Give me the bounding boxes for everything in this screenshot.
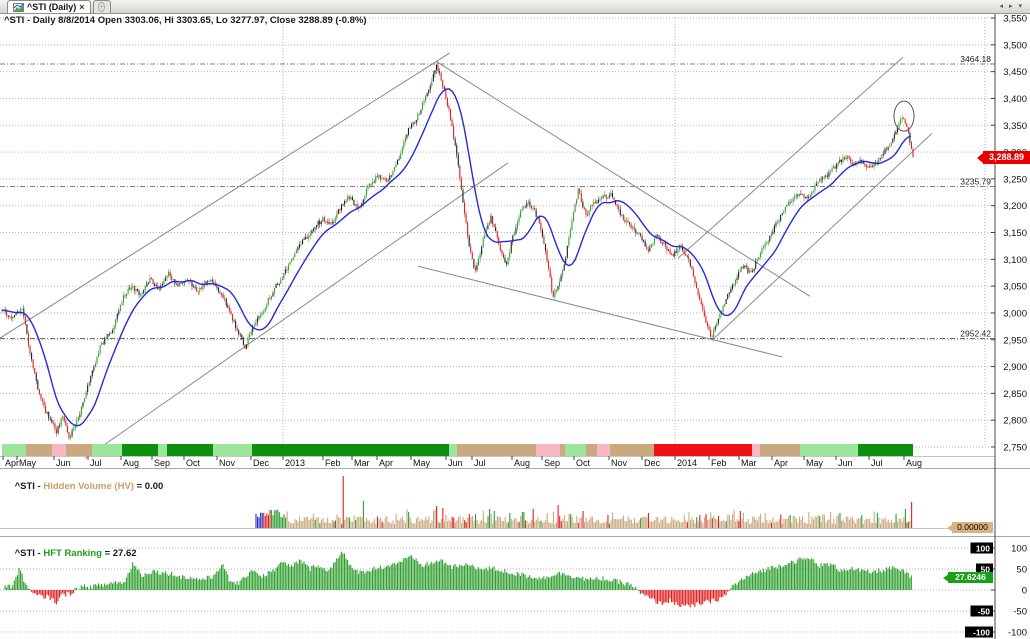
tab-list-icon[interactable]: ▾ bbox=[1018, 3, 1022, 10]
svg-text:Mar: Mar bbox=[354, 458, 370, 468]
hft-indicator-name: HFT Ranking bbox=[43, 548, 102, 559]
svg-text:2,950: 2,950 bbox=[1003, 335, 1027, 346]
svg-text:Jul: Jul bbox=[474, 458, 486, 468]
svg-text:Nov: Nov bbox=[611, 458, 628, 468]
svg-text:2014: 2014 bbox=[677, 458, 697, 468]
svg-text:Dec: Dec bbox=[253, 458, 270, 468]
volume-indicator-name: Hidden Volume (HV) bbox=[43, 481, 134, 492]
svg-text:May: May bbox=[19, 458, 37, 468]
volume-indicator-value: = 0.00 bbox=[133, 481, 164, 492]
svg-text:-50: -50 bbox=[1013, 607, 1027, 618]
volume-value-tag: 0.00000 bbox=[952, 522, 993, 533]
trend-lines bbox=[0, 52, 933, 459]
svg-text:Nov: Nov bbox=[219, 458, 236, 468]
svg-text:Apr: Apr bbox=[5, 458, 19, 468]
volume-panel-title: ^STI - Hidden Volume (HV) = 0.00 bbox=[4, 470, 164, 503]
svg-text:3,350: 3,350 bbox=[1003, 121, 1027, 132]
svg-text:Jul: Jul bbox=[90, 458, 102, 468]
tab-nav-controls: ◂ ▸ ▾ bbox=[999, 3, 1022, 10]
svg-text:Aug: Aug bbox=[906, 458, 922, 468]
svg-text:Feb: Feb bbox=[711, 458, 727, 468]
svg-text:3,050: 3,050 bbox=[1003, 282, 1027, 293]
phase-ribbon bbox=[2, 444, 913, 456]
svg-text:3235.79: 3235.79 bbox=[960, 176, 991, 186]
svg-text:3,000: 3,000 bbox=[1003, 308, 1027, 319]
svg-text:3,250: 3,250 bbox=[1003, 174, 1027, 185]
svg-text:Jun: Jun bbox=[56, 458, 71, 468]
hft-bars bbox=[4, 551, 912, 608]
svg-text:Jun: Jun bbox=[838, 458, 853, 468]
svg-text:50: 50 bbox=[1016, 565, 1027, 576]
svg-text:-50: -50 bbox=[978, 607, 991, 617]
svg-text:3,400: 3,400 bbox=[1003, 94, 1027, 105]
svg-text:Apr: Apr bbox=[379, 458, 393, 468]
svg-text:50: 50 bbox=[981, 565, 991, 575]
svg-text:3,150: 3,150 bbox=[1003, 228, 1027, 239]
svg-text:3,550: 3,550 bbox=[1003, 14, 1027, 25]
svg-text:Jul: Jul bbox=[871, 458, 883, 468]
moving-average-line bbox=[1, 88, 912, 427]
candlesticks bbox=[1, 61, 914, 441]
ellipse-annotation bbox=[893, 100, 915, 132]
hft-value-tag: 27.6246 bbox=[948, 572, 993, 583]
svg-text:Feb: Feb bbox=[325, 458, 341, 468]
tab-sti-daily[interactable]: ^STI (Daily) × bbox=[7, 0, 91, 13]
svg-text:-100: -100 bbox=[1008, 628, 1027, 639]
new-tab-button[interactable]: + bbox=[92, 0, 111, 13]
hft-gridlines: 100 50 0 -50 -100 100 50 -50 -100 bbox=[0, 542, 1027, 639]
svg-text:0: 0 bbox=[1022, 586, 1027, 597]
tab-scroll-left-icon[interactable]: ◂ bbox=[999, 3, 1003, 10]
price-level-lines: 3464.18 3235.79 2952.42 bbox=[0, 54, 995, 339]
tab-scroll-right-icon[interactable]: ▸ bbox=[1008, 3, 1013, 10]
svg-text:2,900: 2,900 bbox=[1003, 362, 1027, 373]
svg-text:Sep: Sep bbox=[154, 458, 170, 468]
svg-text:3,100: 3,100 bbox=[1003, 255, 1027, 266]
month-axis: Apr May Jun Jul Aug Sep Oct Nov Dec 2013 Feb Mar Apr… bbox=[0, 456, 995, 468]
hft-title-symbol: ^STI - bbox=[14, 548, 44, 559]
tab-label: ^STI (Daily) bbox=[27, 1, 77, 12]
svg-text:Mar: Mar bbox=[741, 458, 757, 468]
tab-bar: ^STI (Daily) × + ◂ ▸ ▾ bbox=[0, 0, 1030, 14]
svg-text:May: May bbox=[806, 458, 824, 468]
svg-text:3,500: 3,500 bbox=[1003, 40, 1027, 51]
svg-text:3,450: 3,450 bbox=[1003, 67, 1027, 78]
tab-close-icon[interactable]: × bbox=[79, 1, 85, 12]
add-tab-icon: + bbox=[98, 2, 105, 12]
volume-title-symbol: ^STI - bbox=[14, 481, 44, 492]
volume-bars bbox=[0, 476, 995, 529]
svg-text:Sep: Sep bbox=[544, 458, 560, 468]
svg-text:Aug: Aug bbox=[123, 458, 139, 468]
svg-text:2013: 2013 bbox=[285, 458, 305, 468]
price-panel-title: ^STI - Daily 8/8/2014 Open 3303.06, Hi 3… bbox=[4, 15, 367, 26]
svg-text:100: 100 bbox=[976, 544, 990, 554]
svg-text:3464.18: 3464.18 bbox=[960, 54, 991, 64]
svg-text:2,850: 2,850 bbox=[1003, 389, 1027, 400]
svg-text:Aug: Aug bbox=[514, 458, 530, 468]
svg-text:May: May bbox=[413, 458, 431, 468]
svg-text:Jun: Jun bbox=[448, 458, 463, 468]
panel-separators bbox=[0, 468, 1030, 537]
svg-text:-100: -100 bbox=[973, 628, 990, 638]
svg-text:Apr: Apr bbox=[774, 458, 788, 468]
svg-text:Oct: Oct bbox=[186, 458, 201, 468]
svg-text:Oct: Oct bbox=[576, 458, 591, 468]
svg-text:3,200: 3,200 bbox=[1003, 201, 1027, 212]
svg-text:2,800: 2,800 bbox=[1003, 416, 1027, 427]
svg-text:2952.42: 2952.42 bbox=[960, 328, 991, 338]
svg-text:Dec: Dec bbox=[644, 458, 661, 468]
svg-text:100: 100 bbox=[1011, 544, 1027, 555]
price-gridlines: 3,5503,5003,4503,4003,3503,3003,2503,200… bbox=[0, 14, 1027, 454]
hft-indicator-value: = 27.62 bbox=[101, 548, 137, 559]
hft-panel-title: ^STI - HFT Ranking = 27.62 bbox=[4, 537, 137, 570]
chart-thumbnail-icon bbox=[13, 2, 24, 12]
last-price-tag: 3,288.89 bbox=[983, 151, 1030, 164]
svg-text:2,750: 2,750 bbox=[1003, 443, 1027, 454]
